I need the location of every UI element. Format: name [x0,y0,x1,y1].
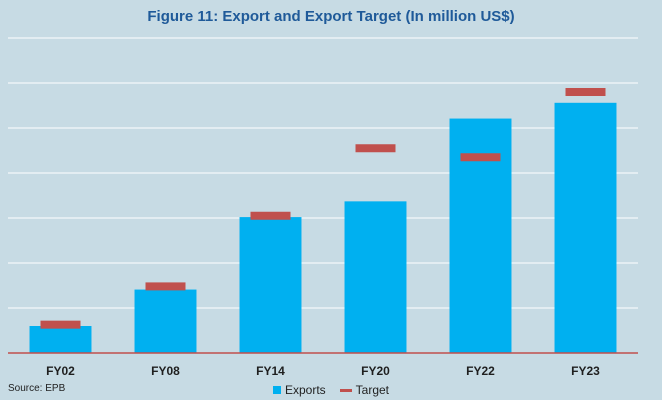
target-marker [40,320,81,329]
target-swatch [339,388,352,392]
x-tick-label: FY02 [46,364,75,378]
target-markers [40,88,606,329]
source-note: Source: EPB [8,383,66,394]
exports-bar [29,326,92,353]
exports-bar [344,201,407,353]
legend-item-exports: Exports [272,383,326,397]
x-tick-label: FY14 [256,364,285,378]
exports-swatch [272,386,281,394]
exports-bars [29,102,617,353]
legend-exports-label: Exports [284,383,326,397]
exports-bar [554,102,617,353]
x-tick-labels: FY02 FY08 FY14 FY20 FY22 FY23 [46,364,600,378]
chart-title: Figure 11: Export and Export Target (In … [147,8,515,25]
target-marker [565,88,606,96]
target-marker [460,153,501,162]
legend-item-target: Target [339,383,390,397]
x-tick-label: FY22 [466,364,495,378]
legend: Exports Target [0,383,662,397]
legend-target-label: Target [355,383,390,397]
target-marker [145,282,186,291]
x-tick-label: FY08 [151,364,180,378]
exports-bar [134,289,197,353]
x-tick-label: FY23 [571,364,600,378]
gridlines [8,37,638,309]
target-marker [355,144,396,153]
target-marker [250,211,291,220]
x-tick-label: FY20 [361,364,390,378]
exports-bar [239,217,302,353]
